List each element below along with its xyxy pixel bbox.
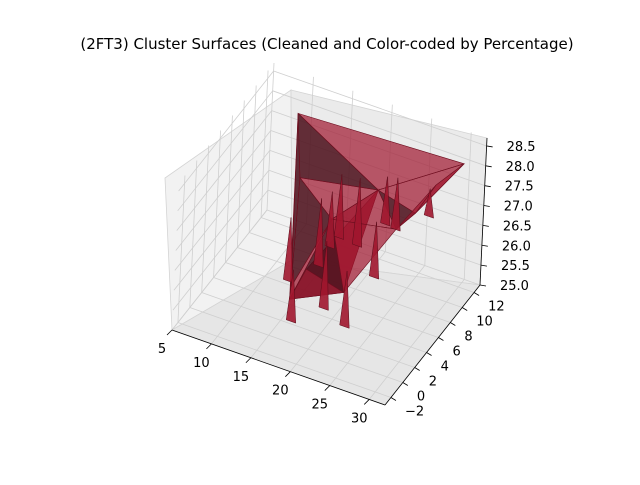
z-tick-label: 25.5 [501, 259, 530, 274]
x-tick-label: 10 [193, 356, 210, 371]
grid-line [272, 90, 486, 167]
grid-line [177, 175, 186, 323]
grid-line [463, 132, 472, 280]
grid-line [189, 160, 198, 308]
x-tick-mark [324, 385, 331, 391]
grid-line [177, 322, 392, 398]
y-tick-label: 8 [464, 330, 472, 345]
z-tick-label: 26.0 [502, 239, 531, 254]
y-tick-mark [402, 382, 409, 386]
y-tick-label: 10 [476, 315, 493, 330]
y-tick-mark [461, 307, 468, 311]
grid-line [260, 70, 269, 218]
z-tick-mark [486, 145, 493, 148]
x-tick-mark [245, 357, 252, 364]
z-tick-mark [482, 225, 489, 227]
surface-spike [318, 241, 329, 311]
surface-spike [324, 191, 335, 250]
surface-facet [331, 218, 397, 294]
grid-line [175, 130, 272, 251]
grid-line [225, 262, 439, 338]
grid-line [368, 279, 465, 400]
x-tick-mark [363, 399, 370, 405]
y-tick-mark [438, 337, 444, 341]
grid-line [213, 130, 221, 278]
grid-line [266, 62, 275, 211]
z-tick-label: 28.5 [507, 140, 536, 155]
surface-spike [423, 188, 434, 219]
y-tick-mark [450, 322, 456, 326]
y-tick-label: 4 [441, 360, 449, 375]
x-tick-label: 25 [312, 398, 329, 413]
grid-line [273, 70, 487, 147]
z-tick-mark [481, 244, 488, 247]
z-tick-label: 26.5 [503, 219, 532, 234]
x-tick-label: 15 [233, 370, 250, 385]
surface-spike [368, 221, 379, 280]
z-axis-line [479, 137, 488, 286]
x-tick-label: 5 [158, 342, 166, 357]
grid-line [213, 277, 427, 353]
grid-line [248, 85, 257, 233]
surface-spike [339, 270, 350, 329]
surface-spike [283, 217, 294, 284]
y-tick-mark [390, 397, 397, 401]
y-tick-label: 0 [417, 390, 425, 405]
grid-line [201, 145, 210, 293]
y-tick-mark [473, 292, 480, 296]
z-tick-label: 27.0 [504, 200, 533, 215]
y-tick-label: 6 [452, 345, 460, 360]
surface-spike [352, 178, 363, 248]
surface-facet [395, 184, 437, 230]
x-tick-mark [285, 371, 291, 377]
surface-spike [313, 198, 324, 268]
grid-line [173, 170, 270, 291]
grid-line [174, 150, 271, 271]
surface-mesh [283, 112, 466, 329]
y-axis-line [384, 284, 481, 406]
surface-spike [390, 177, 401, 232]
x-tick-mark [166, 329, 173, 336]
grid-line [236, 100, 245, 248]
x-tick-label: 30 [351, 411, 368, 426]
grid-line [225, 115, 233, 263]
y-tick-label: 12 [488, 300, 505, 315]
x-tick-mark [206, 343, 212, 350]
grid-line [171, 209, 268, 331]
axes [171, 137, 488, 406]
surface-spike [380, 176, 391, 227]
z-tick-mark [484, 185, 491, 188]
surface-spike [333, 174, 344, 240]
x-tick-label: 20 [272, 384, 289, 399]
z-tick-mark [480, 264, 488, 267]
x-axis-line [171, 329, 386, 406]
grid-line [172, 189, 269, 311]
chart-title: (2FT3) Cluster Surfaces (Cleaned and Col… [80, 35, 573, 53]
z-tick-label: 25.0 [500, 279, 529, 294]
y-tick-mark [426, 352, 432, 356]
grid-line [189, 307, 403, 383]
z-tick-mark [483, 205, 490, 207]
grid-line [290, 251, 386, 372]
z-tick-mark [485, 165, 492, 168]
y-tick-mark [414, 367, 420, 371]
grid-line [176, 110, 273, 231]
surface-spike [285, 269, 296, 324]
grid-line [201, 292, 415, 368]
grid-line [177, 90, 273, 212]
y-tick-label: 2 [429, 375, 437, 390]
y-tick-label: −2 [405, 405, 424, 420]
grid-line [329, 265, 426, 386]
z-tick-label: 28.0 [506, 160, 535, 175]
grid-line [178, 70, 274, 192]
z-tick-label: 27.5 [505, 180, 534, 195]
z-tick-mark [479, 284, 487, 287]
